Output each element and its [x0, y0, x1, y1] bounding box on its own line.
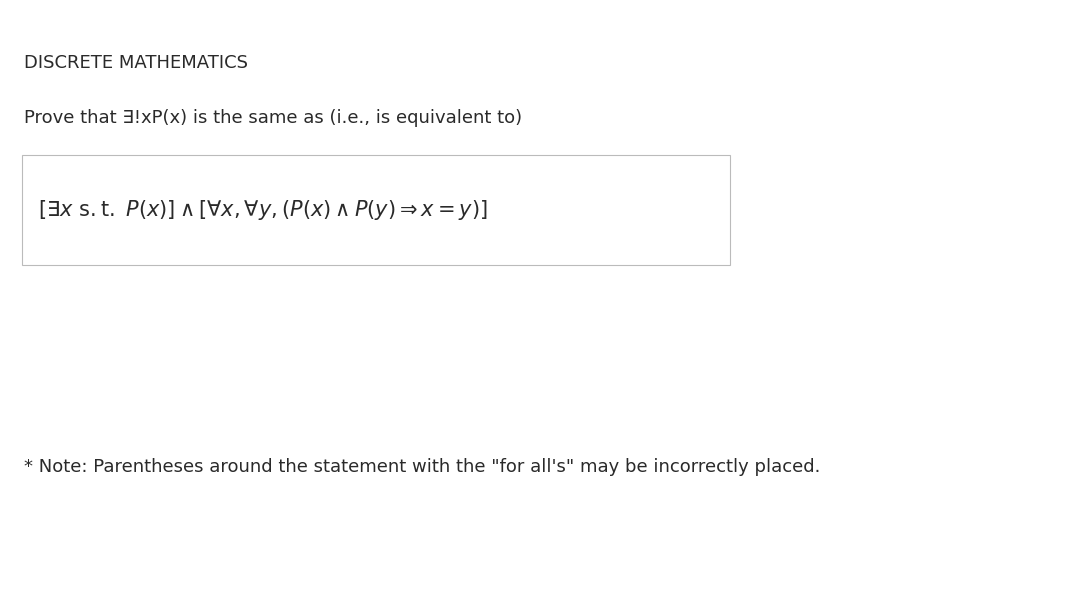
Text: $[\exists x\ \mathrm{s.t.}\ P(x)] \wedge [\forall x, \forall y, (P(x) \wedge P(y: $[\exists x\ \mathrm{s.t.}\ P(x)] \wedge…	[38, 198, 488, 222]
Bar	[22, 155, 730, 265]
Text: DISCRETE MATHEMATICS: DISCRETE MATHEMATICS	[24, 54, 247, 72]
Text: Prove that ∃!xP(x) is the same as (i.e., is equivalent to): Prove that ∃!xP(x) is the same as (i.e.,…	[24, 109, 521, 127]
Text: * Note: Parentheses around the statement with the "for all's" may be incorrectly: * Note: Parentheses around the statement…	[24, 458, 820, 476]
